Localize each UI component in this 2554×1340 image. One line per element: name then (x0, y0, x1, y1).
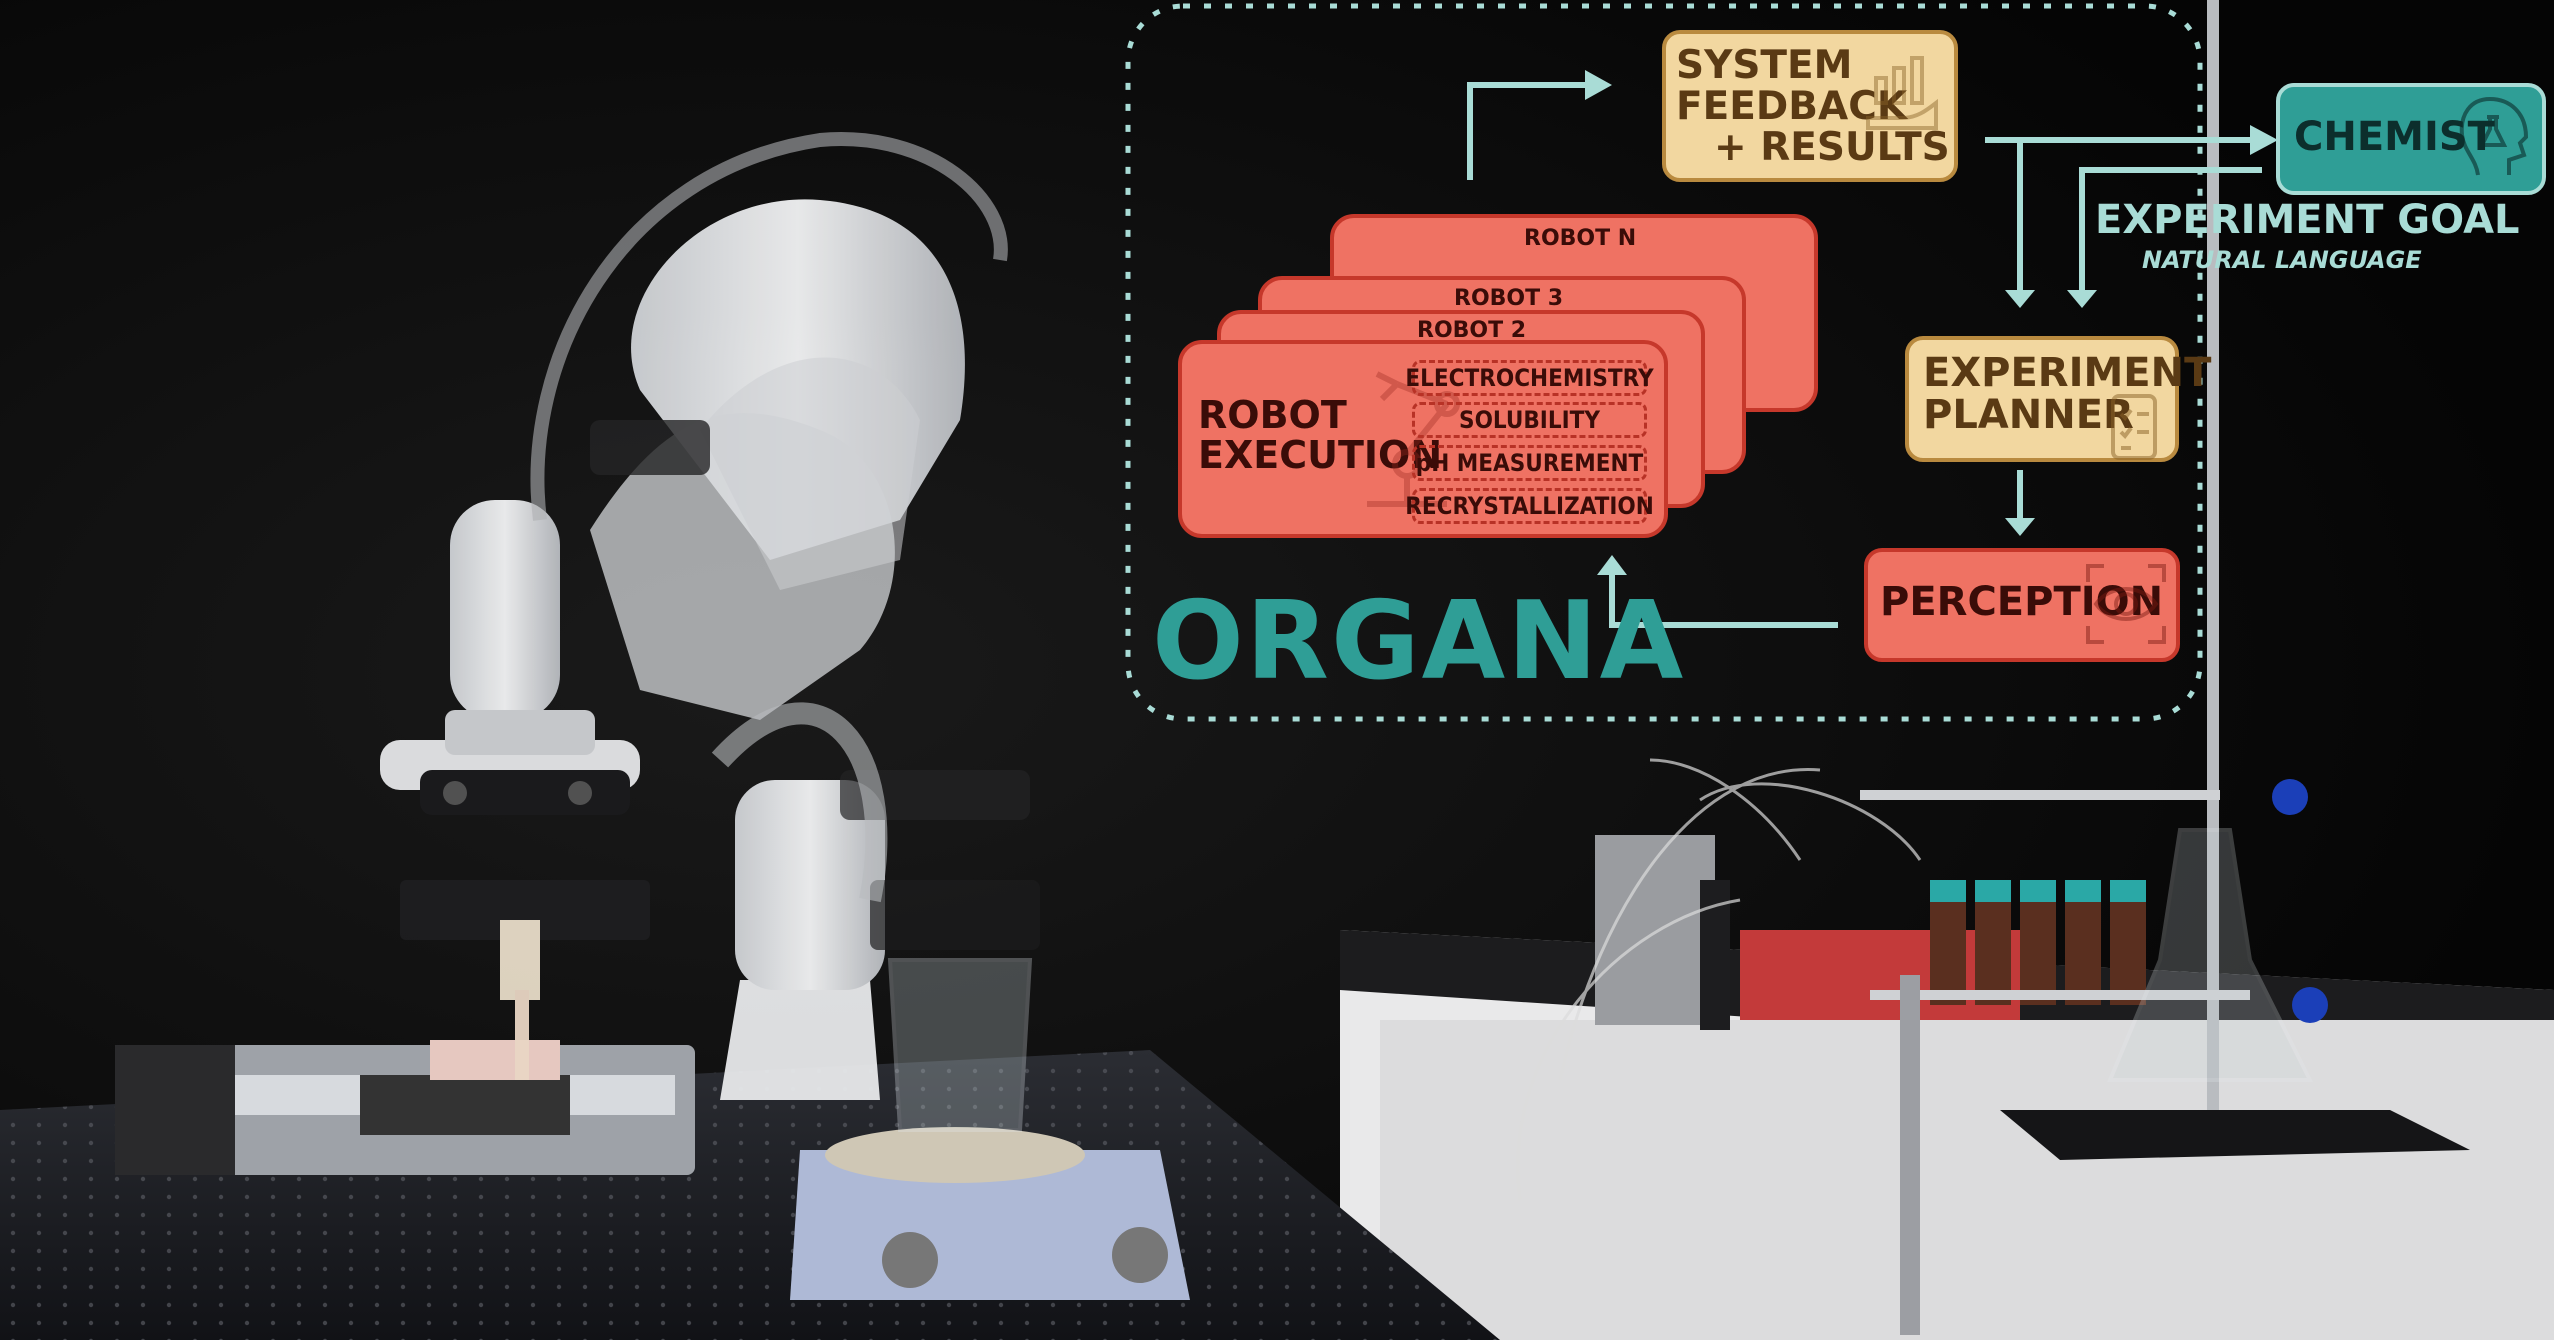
tubing (1516, 758, 1922, 1201)
perception-box: PERCEPTION (1864, 548, 2180, 662)
robot-arm (380, 132, 1040, 1100)
feedback-line3: + RESULTS (1714, 124, 1950, 170)
execution-line2: EXECUTION (1198, 432, 1443, 477)
hot-plate (790, 1127, 1190, 1300)
arrow-perception-to-execution (1609, 573, 1838, 628)
task-list: ELECTROCHEMISTRY SOLUBILITY pH MEASUREME… (1405, 352, 1654, 524)
arrow-heads (1585, 70, 2278, 575)
checklist-icon (2111, 394, 2157, 460)
task-electrochemistry: ELECTROCHEMISTRY (1405, 360, 1654, 396)
robot-3-label: ROBOT 3 (1454, 286, 1564, 311)
execution-line1: ROBOT (1198, 393, 1347, 437)
beaker (887, 958, 1033, 1132)
experiment-planner-box: EXPERIMENT PLANNER (1905, 336, 2211, 462)
experiment-goal-sublabel: NATURAL LANGUAGE (2142, 246, 2422, 274)
robot-execution-card: ROBOT EXECUTION ELECTROCHEMISTRY SOLUBIL… (1178, 340, 1668, 538)
task-solubility: SOLUBILITY (1412, 402, 1647, 438)
planner-line1: EXPERIMENT (1923, 350, 2212, 396)
feedback-line2: FEEDBACK (1676, 83, 1908, 129)
flask-head-icon (2459, 96, 2529, 176)
robot-n-label: ROBOT N (1524, 226, 1637, 251)
flow-arrows (1467, 82, 2262, 628)
flask (2107, 828, 2314, 1082)
linear-stage (115, 1040, 695, 1175)
arrow-execution-to-feedback (1467, 82, 1585, 180)
vial-rack (1740, 880, 2146, 1020)
chart-hand-icon (1866, 56, 1938, 130)
system-feedback-box: SYSTEM FEEDBACK + RESULTS (1662, 30, 1958, 182)
eye-scan-icon (2086, 564, 2166, 644)
perception-label: PERCEPTION (1880, 579, 2164, 625)
feedback-line1: SYSTEM (1676, 43, 1853, 88)
experiment-goal-label: EXPERIMENT GOAL (2095, 197, 2520, 243)
robot-2-label: ROBOT 2 (1417, 318, 1527, 343)
arrow-chemist-to-planner (2079, 167, 2262, 290)
organa-title: ORGANA (1152, 579, 1686, 704)
task-ph-measurement: pH MEASUREMENT (1412, 445, 1647, 481)
syringe-pump (1595, 835, 1730, 1030)
probe (1900, 975, 1920, 1335)
task-recrystallization: RECRYSTALLIZATION (1405, 488, 1654, 524)
planner-line2: PLANNER (1923, 392, 2134, 438)
organa-boundary (1125, 3, 2203, 722)
ring-stand (1860, 0, 2470, 1160)
chemist-box: CHEMIST (2276, 83, 2546, 195)
